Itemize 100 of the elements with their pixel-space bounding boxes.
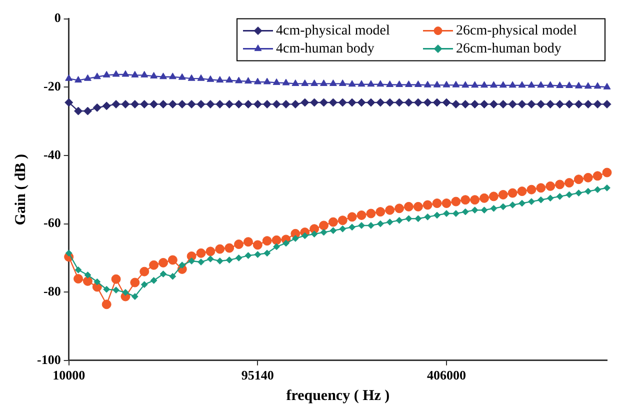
- point: [526, 184, 536, 194]
- point: [158, 100, 168, 108]
- point: [348, 98, 356, 107]
- point: [262, 236, 272, 246]
- point: [244, 77, 252, 84]
- point: [499, 81, 507, 88]
- point: [140, 281, 148, 288]
- point: [413, 202, 423, 212]
- point: [508, 100, 517, 108]
- point: [168, 72, 176, 80]
- point: [592, 171, 602, 181]
- point: [252, 240, 262, 250]
- point: [460, 195, 470, 205]
- point: [602, 168, 612, 178]
- point: [574, 82, 582, 88]
- point: [320, 79, 328, 86]
- x-axis-title: frequency ( Hz ): [286, 388, 390, 404]
- point: [376, 80, 384, 87]
- point: [546, 194, 554, 202]
- point: [452, 80, 460, 88]
- point: [470, 195, 480, 205]
- point: [356, 210, 366, 220]
- point: [310, 79, 318, 86]
- point: [536, 100, 546, 108]
- point: [461, 100, 470, 108]
- legend-label: 4cm-physical model: [276, 23, 390, 38]
- point: [546, 181, 556, 191]
- point: [102, 300, 112, 310]
- y-tick-label: 0: [54, 10, 61, 26]
- point: [348, 80, 356, 87]
- point: [452, 100, 460, 108]
- point: [488, 192, 498, 202]
- point: [168, 100, 177, 108]
- y-axis-title: Gain ( dB ): [12, 154, 29, 226]
- legend-label: 26cm-physical model: [456, 23, 578, 38]
- point: [149, 260, 159, 270]
- point: [537, 81, 545, 88]
- legend-label: 26cm-human body: [456, 41, 562, 56]
- point: [575, 190, 582, 196]
- point: [74, 274, 84, 284]
- point: [517, 186, 527, 196]
- point: [396, 216, 403, 224]
- point: [566, 82, 573, 88]
- point: [405, 80, 412, 87]
- point: [604, 184, 610, 192]
- point: [442, 198, 452, 208]
- point: [518, 100, 526, 108]
- point: [131, 70, 139, 78]
- point: [282, 240, 290, 247]
- point: [292, 79, 300, 86]
- point: [546, 100, 555, 108]
- point: [564, 178, 574, 188]
- point: [310, 98, 319, 107]
- point: [282, 78, 290, 86]
- x-tick-label: 10000: [52, 368, 86, 383]
- point: [424, 80, 432, 88]
- point: [150, 277, 158, 284]
- point: [584, 188, 592, 195]
- point: [348, 224, 356, 231]
- point: [452, 210, 460, 217]
- x-tick-label: 406000: [426, 368, 466, 383]
- point: [272, 235, 282, 245]
- point: [584, 100, 592, 108]
- point: [254, 78, 262, 84]
- point: [121, 100, 130, 108]
- point: [103, 286, 110, 293]
- point: [470, 100, 480, 108]
- point: [244, 100, 252, 108]
- point: [546, 81, 554, 88]
- point: [376, 207, 386, 217]
- point: [84, 272, 92, 278]
- point: [140, 100, 149, 108]
- point: [83, 106, 92, 116]
- point: [594, 82, 602, 89]
- point: [593, 100, 602, 108]
- point: [273, 243, 280, 250]
- point: [122, 288, 129, 296]
- point: [602, 100, 612, 108]
- point: [131, 293, 138, 300]
- point: [404, 202, 414, 212]
- point: [112, 70, 120, 77]
- point: [366, 208, 376, 218]
- point: [347, 212, 357, 222]
- point: [226, 256, 233, 264]
- point: [328, 217, 338, 227]
- point: [310, 230, 318, 238]
- point: [206, 75, 214, 82]
- point: [111, 274, 121, 284]
- point: [93, 72, 101, 80]
- point: [254, 251, 262, 258]
- point: [490, 204, 498, 212]
- point: [574, 174, 584, 184]
- point: [358, 80, 366, 87]
- point: [471, 81, 479, 88]
- y-tick-label: -80: [43, 283, 61, 298]
- point: [197, 74, 205, 81]
- point: [65, 250, 72, 257]
- point: [122, 70, 130, 77]
- point: [244, 252, 252, 259]
- point: [385, 205, 395, 215]
